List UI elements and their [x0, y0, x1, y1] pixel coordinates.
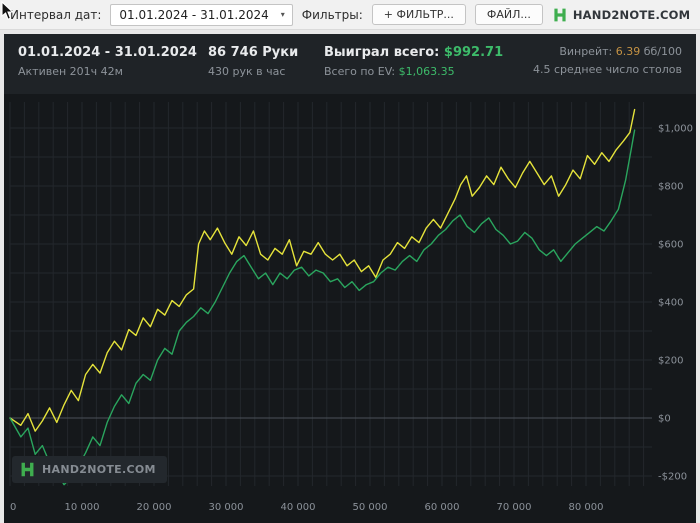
won-value: $992.71 — [443, 45, 504, 60]
stat-winnings: Выиграл всего: $992.71 Всего по EV: $1,0… — [324, 45, 503, 94]
stat-hands-value: 86 746 Руки — [208, 45, 299, 60]
hand2note-logo-icon — [21, 462, 34, 477]
x-axis-tick: 70 000 — [497, 502, 532, 513]
winrate-value: 6.39 — [615, 45, 641, 58]
brand-logo: HAND2NOTE.COM — [552, 7, 690, 23]
y-axis-tick: $1,000 — [658, 124, 693, 135]
stats-header: 01.01.2024 - 31.01.2024 Активен 201ч 42м… — [4, 34, 696, 94]
stat-hands: 86 746 Руки 430 рук в час — [208, 45, 302, 94]
chart-watermark: HAND2NOTE.COM — [12, 456, 167, 483]
stat-date-range: 01.01.2024 - 31.01.2024 Активен 201ч 42м — [18, 45, 197, 94]
hand2note-logo-icon — [554, 8, 566, 21]
brand-text: HAND2NOTE.COM — [572, 7, 691, 22]
x-axis-tick: 50 000 — [353, 502, 388, 513]
date-range-select[interactable]: 01.01.2024 - 31.01.2024 ▾ — [110, 3, 293, 26]
stat-active-time: Активен 201ч 42м — [18, 65, 123, 78]
ev-label: Всего по EV: — [324, 65, 396, 78]
tables-average: 4.5 среднее число столов — [533, 63, 682, 76]
toolbar: Интервал дат: 01.01.2024 - 31.01.2024 ▾ … — [0, 0, 700, 30]
won-label: Выиграл всего: — [324, 45, 440, 60]
x-axis-tick: 40 000 — [281, 502, 316, 513]
y-axis-tick: $800 — [658, 182, 683, 193]
y-axis-tick: -$200 — [658, 472, 687, 483]
filters-label: Фильтры: — [301, 7, 363, 22]
stat-winrate: Винрейт: 6.39 бб/100 4.5 среднее число с… — [533, 45, 682, 94]
y-axis-tick: $600 — [658, 240, 683, 251]
series-line — [9, 129, 636, 486]
winnings-chart[interactable]: $1,000 $800 $600 $400 $200 $0 -$200 0 10 000 20 0… — [4, 94, 696, 523]
chevron-down-icon: ▾ — [280, 9, 285, 19]
file-button[interactable]: ФАЙЛ... — [474, 4, 543, 25]
y-axis-tick: $0 — [658, 414, 671, 425]
winrate-unit: бб/100 — [643, 45, 682, 58]
x-axis-tick: 20 000 — [137, 502, 172, 513]
x-axis-tick: 80 000 — [569, 502, 604, 513]
x-axis-tick: 30 000 — [209, 502, 244, 513]
ev-value: $1,063.35 — [398, 65, 455, 78]
x-axis-tick: 60 000 — [425, 502, 460, 513]
series-line — [9, 108, 636, 432]
date-range-value: 01.01.2024 - 31.01.2024 — [119, 7, 269, 22]
stat-hands-per-hour: 430 рук в час — [208, 65, 286, 78]
y-axis-tick: $400 — [658, 298, 683, 309]
y-axis-tick: $200 — [658, 356, 683, 367]
report-panel: 01.01.2024 - 31.01.2024 Активен 201ч 42м… — [4, 34, 696, 523]
x-axis-tick: 10 000 — [65, 502, 100, 513]
stat-date-range-value: 01.01.2024 - 31.01.2024 — [18, 45, 197, 60]
winrate-label: Винрейт: — [559, 45, 613, 58]
x-axis-tick: 0 — [10, 502, 16, 513]
watermark-text: HAND2NOTE.COM — [42, 463, 156, 476]
date-interval-label: Интервал дат: — [10, 7, 102, 22]
add-filter-button[interactable]: + ФИЛЬТР... — [371, 4, 466, 25]
